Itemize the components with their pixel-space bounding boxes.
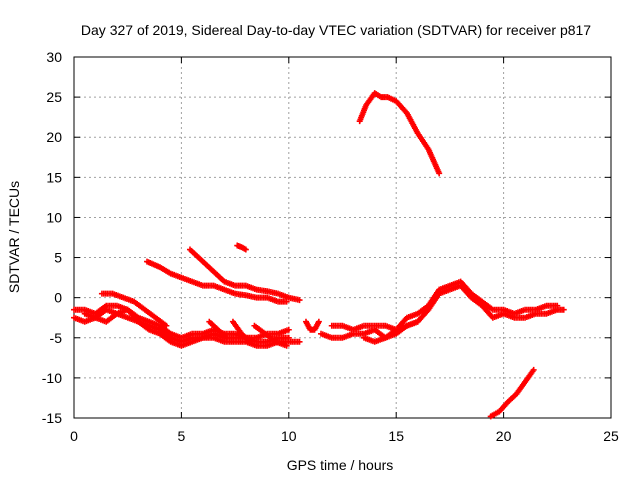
data-point — [283, 342, 290, 349]
data-point — [296, 338, 303, 345]
series-arc-8 — [206, 318, 230, 341]
chart-title: Day 327 of 2019, Sidereal Day-to-day VTE… — [81, 22, 591, 38]
series-arc-13 — [328, 278, 561, 333]
series-arc-16 — [487, 366, 537, 420]
series-arc-15 — [356, 90, 443, 177]
data-point — [414, 318, 421, 325]
data-point — [223, 334, 230, 341]
x-tick-label: 10 — [281, 428, 297, 444]
y-axis-label: SDTVAR / TECUs — [6, 181, 22, 293]
data-point — [530, 366, 537, 373]
data-point — [315, 318, 322, 325]
y-tick-label: 10 — [46, 209, 62, 225]
series-arc-10 — [251, 322, 290, 349]
data-point — [247, 338, 254, 345]
y-tick-label: 30 — [46, 49, 62, 65]
y-tick-label: 25 — [46, 89, 62, 105]
plot-frame — [73, 56, 612, 419]
series-arc-4 — [98, 290, 170, 329]
grid-lines — [74, 57, 611, 418]
data-point — [285, 326, 292, 333]
y-tick-label: 20 — [46, 129, 62, 145]
x-tick-label: 25 — [603, 428, 619, 444]
series-arc-3 — [81, 306, 303, 349]
data-point — [560, 306, 567, 313]
series-arc-9 — [229, 318, 254, 345]
y-tick-label: 15 — [46, 169, 62, 185]
series-arc-14 — [360, 318, 421, 345]
axes: 0 5 10 15 20 25 -15 -10 -5 0 5 10 15 20 25 30 — [42, 49, 619, 444]
x-tick-label: 0 — [70, 428, 78, 444]
y-tick-label: -5 — [50, 330, 63, 346]
series-arc-6 — [186, 246, 303, 304]
x-tick-label: 15 — [388, 428, 404, 444]
x-tick-label: 5 — [178, 428, 186, 444]
series-arc-5 — [144, 258, 290, 305]
plot-area — [71, 90, 567, 420]
y-tick-label: 0 — [54, 290, 62, 306]
y-tick-label: 5 — [54, 250, 62, 266]
series-arc-7 — [234, 242, 249, 253]
data-point — [163, 322, 170, 329]
x-tick-label: 20 — [496, 428, 512, 444]
data-point — [554, 302, 561, 309]
y-tick-label: -15 — [42, 410, 62, 426]
data-point — [296, 297, 303, 304]
data-point — [242, 246, 249, 253]
x-axis-label: GPS time / hours — [287, 457, 394, 473]
series-arc-11 — [302, 318, 322, 333]
data-point — [436, 170, 443, 177]
y-tick-label: -10 — [42, 370, 62, 386]
